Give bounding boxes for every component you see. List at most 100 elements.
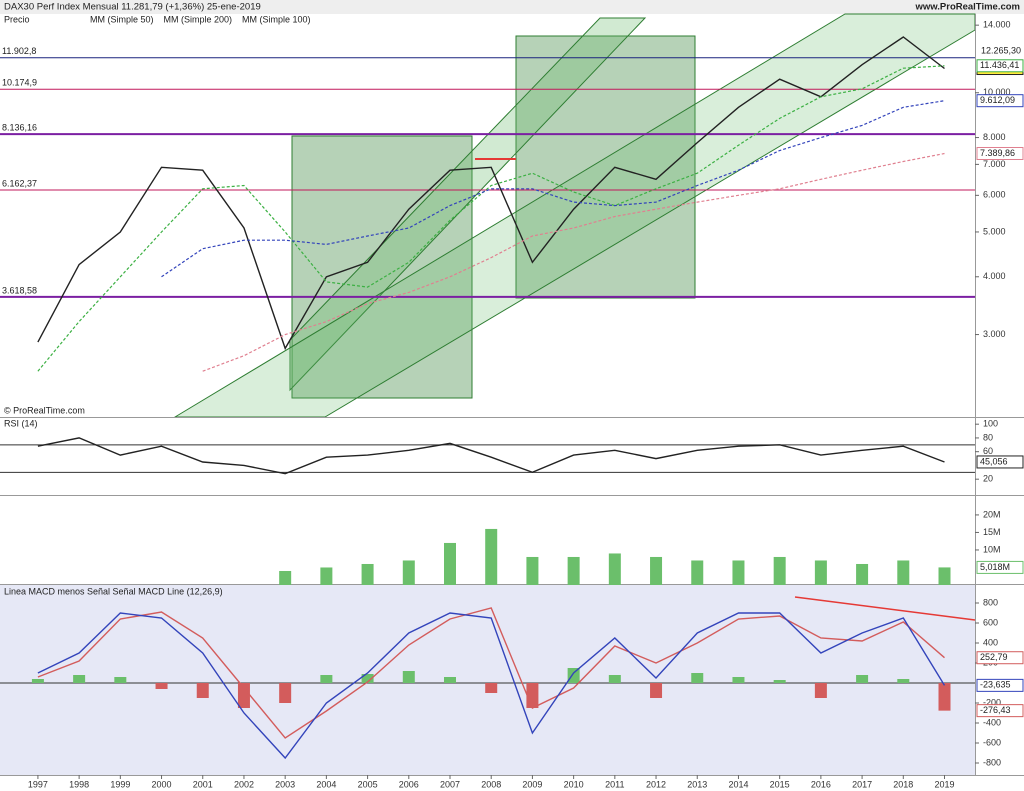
level-label: 10.174,9 bbox=[2, 78, 37, 88]
bar bbox=[897, 560, 910, 585]
y-tick-label: 20M bbox=[983, 509, 1001, 519]
y-tick-label: 400 bbox=[983, 637, 998, 647]
y-tick-label: -400 bbox=[983, 717, 1001, 727]
x-tick-label: 2000 bbox=[152, 779, 172, 789]
x-tick-label: 2014 bbox=[728, 779, 748, 789]
x-tick-label: 2002 bbox=[234, 779, 254, 789]
y-tick-label: -200 bbox=[983, 697, 1001, 707]
bar bbox=[402, 560, 415, 585]
bar bbox=[526, 683, 539, 708]
header-bar bbox=[0, 0, 1024, 14]
source: www.ProRealTime.com bbox=[914, 2, 1020, 13]
y-tick-label: 15M bbox=[983, 527, 1001, 537]
bar bbox=[732, 677, 745, 683]
y-tick-label: 8.000 bbox=[983, 132, 1006, 142]
x-tick-label: 1998 bbox=[69, 779, 89, 789]
macd-legend: Linea MACD menos Señal Señal MACD Line (… bbox=[4, 586, 223, 596]
x-tick-label: 2008 bbox=[481, 779, 501, 789]
value-label-box bbox=[976, 560, 1024, 574]
trend-line bbox=[794, 596, 976, 621]
value-label: 5,018M bbox=[980, 562, 1010, 572]
bar bbox=[938, 683, 951, 711]
bar bbox=[361, 563, 374, 585]
bar bbox=[320, 675, 333, 683]
series-line bbox=[37, 36, 945, 351]
value-label: -23,635 bbox=[980, 680, 1011, 690]
value-label-box bbox=[976, 651, 1024, 665]
x-tick-label: 2005 bbox=[358, 779, 378, 789]
x-tick-label: 2006 bbox=[399, 779, 419, 789]
y-tick-label: 3.000 bbox=[983, 329, 1006, 339]
copyright: © ProRealTime.com bbox=[4, 405, 85, 415]
bar bbox=[691, 673, 704, 683]
x-tick-label: 2001 bbox=[193, 779, 213, 789]
bar bbox=[402, 671, 415, 683]
macd-background bbox=[0, 584, 975, 775]
x-tick-label: 2011 bbox=[605, 779, 624, 789]
series-line bbox=[202, 152, 945, 372]
value-label-box bbox=[976, 678, 1024, 692]
x-tick-label: 2018 bbox=[893, 779, 913, 789]
level-label: 6.162,37 bbox=[2, 178, 37, 188]
value-label: 7.389,86 bbox=[980, 148, 1015, 158]
y-tick-label: 80 bbox=[983, 432, 993, 442]
value-label-box bbox=[976, 59, 1024, 73]
value-label-box bbox=[976, 704, 1024, 718]
y-tick-label: 14.000 bbox=[983, 20, 1011, 30]
value-label-box bbox=[976, 146, 1024, 160]
bar bbox=[155, 683, 168, 689]
zone-rect bbox=[515, 35, 696, 299]
y-tick-label: -800 bbox=[983, 757, 1001, 767]
bar bbox=[444, 677, 456, 683]
y-tick-label: 800 bbox=[983, 597, 998, 607]
series-line bbox=[37, 65, 945, 372]
panel-label: Precio bbox=[4, 14, 30, 24]
bar bbox=[856, 675, 869, 683]
bar bbox=[73, 675, 86, 683]
bar bbox=[567, 668, 580, 683]
bar bbox=[897, 679, 910, 683]
y-tick-label: 6.000 bbox=[983, 190, 1006, 200]
bar bbox=[650, 556, 663, 585]
value-label: 11.436,41 bbox=[980, 60, 1019, 70]
bar bbox=[444, 542, 456, 585]
bar bbox=[938, 567, 951, 585]
legend-entry: MM (Simple 100) bbox=[242, 14, 311, 24]
value-label: 252,79 bbox=[980, 652, 1008, 662]
x-tick-label: 2012 bbox=[646, 779, 666, 789]
x-tick-label: 2019 bbox=[934, 779, 954, 789]
level-label: 11.902,8 bbox=[2, 46, 36, 56]
bar bbox=[31, 679, 44, 683]
y-tick-label: 4.000 bbox=[983, 271, 1006, 281]
zone-rect bbox=[291, 135, 473, 399]
bar bbox=[773, 680, 786, 683]
bar bbox=[526, 556, 539, 585]
x-tick-label: 1999 bbox=[110, 779, 130, 789]
bar bbox=[361, 674, 374, 683]
x-tick-label: 2009 bbox=[522, 779, 542, 789]
bar bbox=[567, 556, 580, 585]
y-tick-label: 20 bbox=[983, 474, 993, 484]
bar bbox=[608, 553, 621, 585]
x-tick-label: 2010 bbox=[564, 779, 584, 789]
bar bbox=[856, 563, 869, 585]
title: DAX30 Perf Index Mensual 11.281,79 (+1,3… bbox=[4, 2, 261, 13]
bar bbox=[279, 683, 292, 703]
panel-label: RSI (14) bbox=[4, 418, 38, 428]
bar bbox=[320, 567, 333, 585]
x-tick-label: 2017 bbox=[852, 779, 872, 789]
y-tick-label: -600 bbox=[983, 737, 1001, 747]
x-tick-label: 2007 bbox=[440, 779, 460, 789]
value-label: -276,43 bbox=[980, 705, 1011, 715]
bar bbox=[485, 528, 498, 585]
y-tick-label: 100 bbox=[983, 419, 998, 429]
bar bbox=[608, 675, 621, 683]
x-tick-label: 2003 bbox=[275, 779, 295, 789]
y-tick-label: 10.000 bbox=[983, 87, 1011, 97]
legend-entry: MM (Simple 200) bbox=[164, 14, 233, 24]
bar bbox=[814, 560, 827, 585]
bar bbox=[650, 683, 663, 698]
bar bbox=[732, 560, 745, 585]
